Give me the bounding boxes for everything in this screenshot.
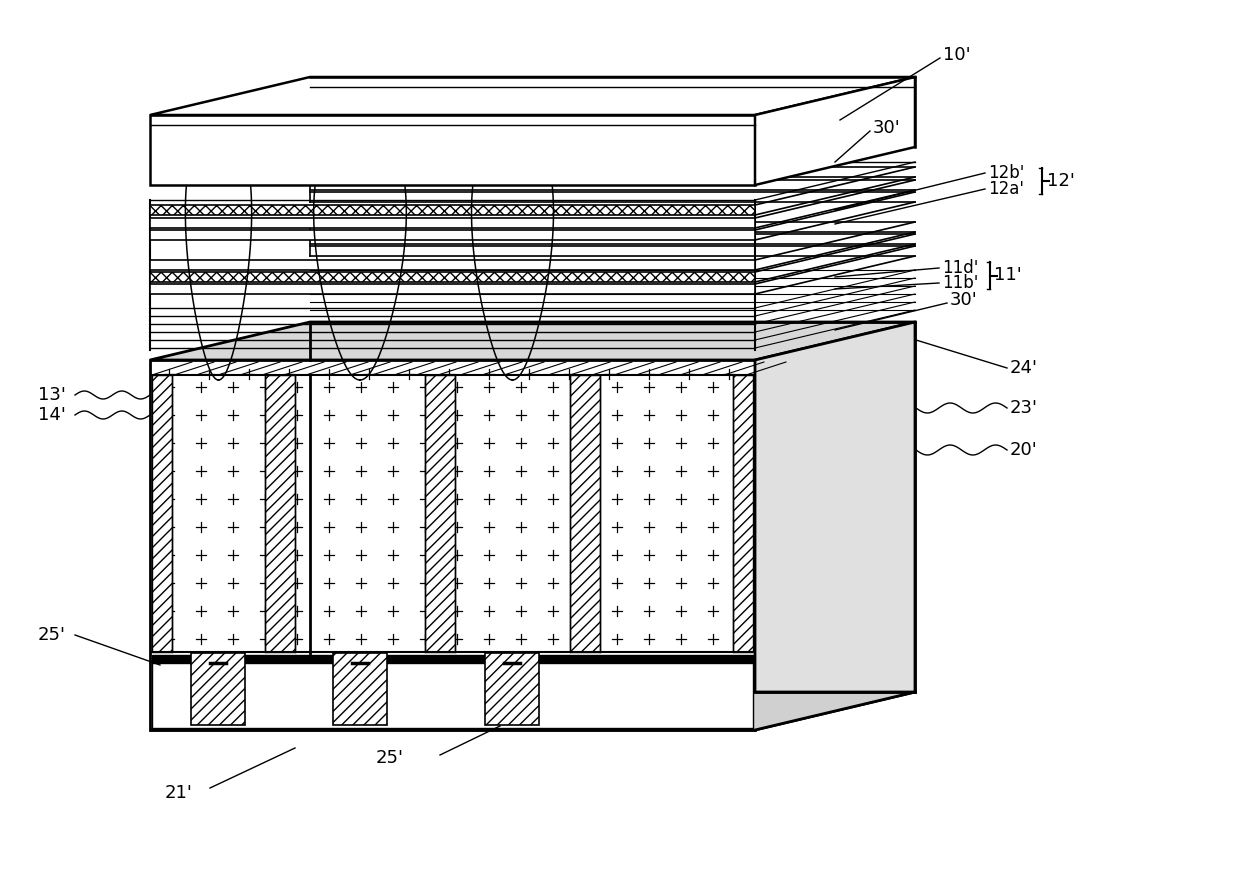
Polygon shape: [150, 230, 755, 240]
Text: 12b': 12b': [988, 164, 1024, 182]
Polygon shape: [150, 205, 755, 215]
Text: 23': 23': [1011, 399, 1038, 417]
Text: 21': 21': [165, 784, 193, 802]
Polygon shape: [755, 322, 915, 730]
Text: 25': 25': [38, 626, 66, 644]
Polygon shape: [733, 375, 753, 652]
Polygon shape: [191, 653, 246, 725]
Text: 20': 20': [1011, 441, 1038, 459]
Polygon shape: [150, 77, 915, 115]
Polygon shape: [570, 375, 600, 652]
Polygon shape: [150, 322, 915, 360]
Polygon shape: [150, 218, 755, 228]
Text: 30': 30': [873, 119, 900, 137]
Polygon shape: [153, 375, 172, 652]
Polygon shape: [153, 655, 753, 663]
Polygon shape: [425, 375, 455, 652]
Polygon shape: [755, 77, 915, 185]
Polygon shape: [150, 692, 915, 730]
Text: 11': 11': [994, 266, 1022, 284]
Polygon shape: [150, 272, 755, 282]
Polygon shape: [153, 663, 753, 728]
Polygon shape: [485, 653, 539, 725]
Polygon shape: [150, 360, 755, 730]
Text: 25': 25': [376, 749, 404, 767]
Polygon shape: [150, 115, 755, 185]
Text: 12': 12': [1047, 172, 1075, 190]
Text: 12a': 12a': [988, 180, 1024, 198]
Text: 14': 14': [38, 406, 66, 424]
Text: 30': 30': [950, 291, 978, 309]
Text: 24': 24': [1011, 359, 1038, 377]
Text: 10': 10': [942, 46, 971, 64]
Text: 11d': 11d': [942, 259, 978, 277]
Polygon shape: [150, 284, 755, 294]
Polygon shape: [334, 653, 387, 725]
Polygon shape: [153, 362, 753, 375]
Text: 11b': 11b': [942, 274, 978, 292]
Polygon shape: [265, 375, 295, 652]
Text: 13': 13': [38, 386, 66, 404]
Polygon shape: [150, 260, 755, 270]
